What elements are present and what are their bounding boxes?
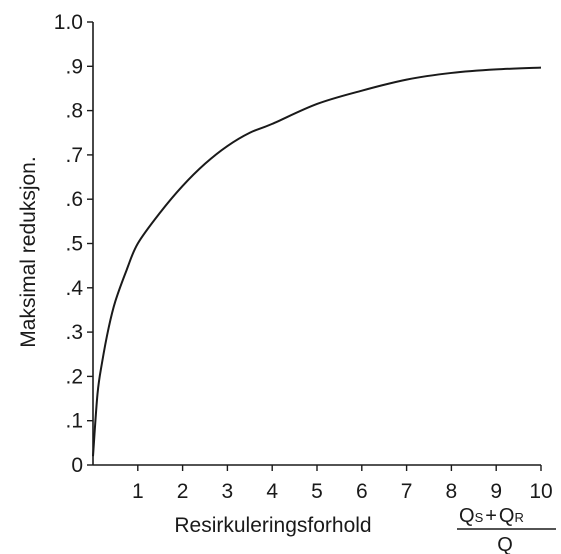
svg-text:QS+QR: QS + QR bbox=[459, 505, 524, 527]
y-tick-label: .2 bbox=[65, 365, 83, 388]
x-tick-label: 1 bbox=[132, 480, 144, 503]
fraction-subscript-s: S bbox=[475, 510, 484, 525]
fraction-denominator: Q bbox=[497, 534, 513, 554]
y-tick-label: .1 bbox=[65, 410, 83, 433]
x-axis-label-fraction: QS + QR Q bbox=[457, 505, 556, 554]
x-tick-label: 3 bbox=[222, 480, 234, 503]
x-tick-label: 6 bbox=[356, 480, 368, 503]
x-axis-label: Resirkuleringsforhold bbox=[174, 514, 371, 537]
x-tick-label: 5 bbox=[311, 480, 323, 503]
x-tick-label: 4 bbox=[266, 480, 278, 503]
y-tick-label: .4 bbox=[65, 277, 83, 300]
y-tick-label: .9 bbox=[65, 55, 83, 78]
y-tick-label: 1.0 bbox=[54, 11, 83, 34]
y-tick-label: 0 bbox=[71, 454, 83, 477]
y-tick-label: .6 bbox=[65, 188, 83, 211]
fraction-q-r: Q bbox=[499, 505, 515, 527]
x-tick-label: 9 bbox=[490, 480, 502, 503]
x-tick-label: 8 bbox=[446, 480, 458, 503]
y-tick-label: .7 bbox=[65, 144, 83, 167]
x-ticks: 1 2 3 4 5 6 7 8 9 10 bbox=[132, 465, 553, 503]
series-line bbox=[92, 66, 542, 457]
x-tick-label: 2 bbox=[177, 480, 189, 503]
y-axis-label: Maksimal reduksjon. bbox=[17, 156, 40, 347]
x-tick-label: 10 bbox=[529, 480, 552, 503]
x-tick-label: 7 bbox=[401, 480, 413, 503]
y-tick-label: .3 bbox=[65, 321, 83, 344]
fraction-plus: + bbox=[485, 505, 497, 527]
y-ticks: 0 .1 .2 .3 .4 .5 .6 .7 .8 .9 1.0 bbox=[54, 11, 93, 477]
y-tick-label: .8 bbox=[65, 100, 83, 123]
axes bbox=[92, 22, 541, 466]
y-tick-label: .5 bbox=[65, 233, 83, 256]
fraction-subscript-r: R bbox=[514, 510, 523, 525]
fraction-q-s: Q bbox=[459, 505, 475, 527]
